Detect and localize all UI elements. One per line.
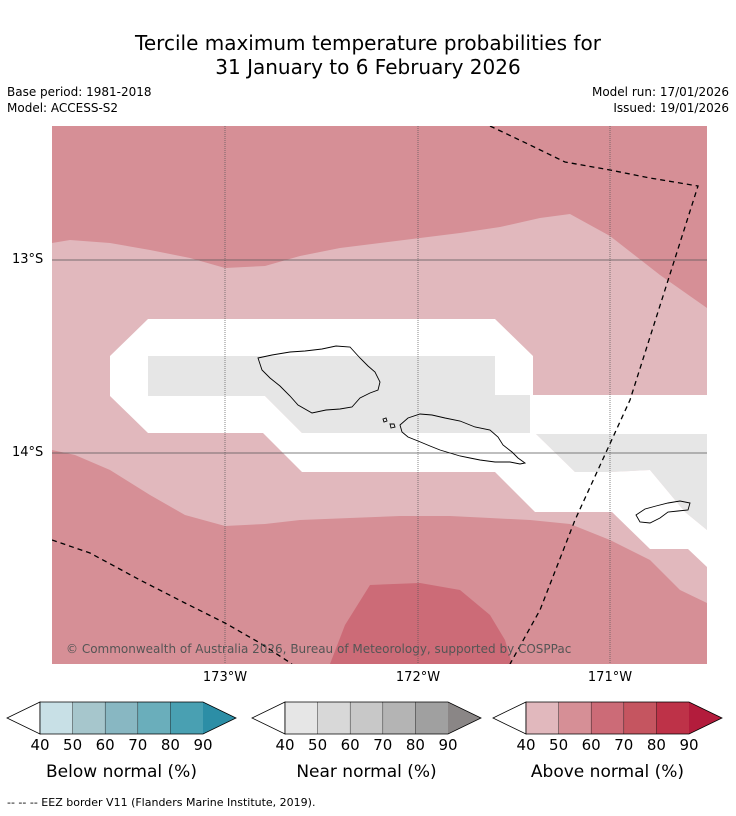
above-colorbar-high-arrow xyxy=(689,702,722,734)
near-colorbar xyxy=(251,701,482,735)
below-colorbar-high-arrow xyxy=(203,702,236,734)
below-colorbar-tick: 80 xyxy=(160,736,180,754)
above-colorbar xyxy=(492,701,723,735)
near-colorbar-block xyxy=(415,702,448,734)
lon-label-171w: 171°W xyxy=(587,670,633,685)
below-colorbar-block xyxy=(170,702,203,734)
upolu-island xyxy=(399,413,527,465)
below-colorbar-block xyxy=(137,702,171,734)
manono-islet xyxy=(382,417,388,423)
issued-date: Issued: 19/01/2026 xyxy=(613,101,729,115)
near-colorbar-high-arrow xyxy=(448,702,481,734)
lat-label-14s: 14°S xyxy=(12,445,44,460)
above-colorbar-low-arrow xyxy=(492,701,527,735)
eez-borders xyxy=(52,126,699,664)
near-colorbar-tick: 50 xyxy=(308,736,328,754)
title-line-2: 31 January to 6 February 2026 xyxy=(215,55,521,79)
lat-label-13s: 13°S xyxy=(12,252,44,267)
below-colorbar-low-arrow xyxy=(6,701,41,735)
below-colorbar-tick: 50 xyxy=(63,736,83,754)
above-colorbar-outline xyxy=(525,701,723,735)
above-60-region xyxy=(330,583,512,664)
below-colorbar xyxy=(6,701,237,735)
above-colorbar-tick: 90 xyxy=(679,736,699,754)
near-colorbar-title: Near normal (%) xyxy=(296,762,437,782)
above-colorbar-tick: 50 xyxy=(549,736,569,754)
below-colorbar-outline xyxy=(39,701,237,735)
near-colorbar-block xyxy=(350,702,383,734)
near-colorbar-block xyxy=(382,702,416,734)
above-colorbar-block xyxy=(623,702,657,734)
below-colorbar-tick: 40 xyxy=(30,736,50,754)
above-colorbar-block xyxy=(558,702,592,734)
near-colorbar-tick: 90 xyxy=(438,736,458,754)
below-colorbar-block xyxy=(72,702,106,734)
above-colorbar-tick: 40 xyxy=(516,736,536,754)
below-colorbar-block xyxy=(105,702,138,734)
near-colorbar-tick: 60 xyxy=(340,736,360,754)
near-colorbar-tick: 70 xyxy=(373,736,393,754)
colorbars xyxy=(6,701,723,735)
graticule xyxy=(52,126,707,664)
below-colorbar-title: Below normal (%) xyxy=(46,762,197,782)
base-period: Base period: 1981-2018 xyxy=(7,85,152,99)
near-colorbar-block xyxy=(317,702,351,734)
near-colorbar-outline xyxy=(284,701,482,735)
eez-legend-note: -- -- -- EEZ border V11 (Flanders Marine… xyxy=(7,796,316,809)
copyright-text: © Commonwealth of Australia 2026, Bureau… xyxy=(66,642,571,656)
title-line-1: Tercile maximum temperature probabilitie… xyxy=(135,31,601,55)
model-run: Model run: 17/01/2026 xyxy=(591,85,729,99)
below-colorbar-tick: 70 xyxy=(128,736,148,754)
near-40-region xyxy=(148,356,707,530)
near-colorbar-block xyxy=(285,702,318,734)
apolima-islet xyxy=(389,423,396,429)
above-colorbar-block xyxy=(656,702,689,734)
near-colorbar-tick: 80 xyxy=(405,736,425,754)
savaii-island xyxy=(257,345,381,414)
above-colorbar-tick: 80 xyxy=(646,736,666,754)
above-colorbar-block xyxy=(591,702,624,734)
lon-label-172w: 172°W xyxy=(395,670,441,685)
islands xyxy=(257,345,691,524)
map-plot-area: © Commonwealth of Australia 2026, Bureau… xyxy=(52,126,707,664)
above-colorbar-block xyxy=(526,702,559,734)
above-colorbar-title: Above normal (%) xyxy=(530,762,685,782)
model-name: Model: ACCESS-S2 xyxy=(7,101,119,115)
below-colorbar-block xyxy=(40,702,73,734)
below-colorbar-tick: 90 xyxy=(193,736,213,754)
near-colorbar-low-arrow xyxy=(251,701,286,735)
above-colorbar-tick: 70 xyxy=(614,736,634,754)
tutuila-island xyxy=(635,500,691,524)
near-colorbar-tick: 40 xyxy=(275,736,295,754)
lon-label-173w: 173°W xyxy=(202,670,248,685)
below-colorbar-tick: 60 xyxy=(95,736,115,754)
above-colorbar-tick: 60 xyxy=(581,736,601,754)
no-dominant-region xyxy=(110,319,707,567)
